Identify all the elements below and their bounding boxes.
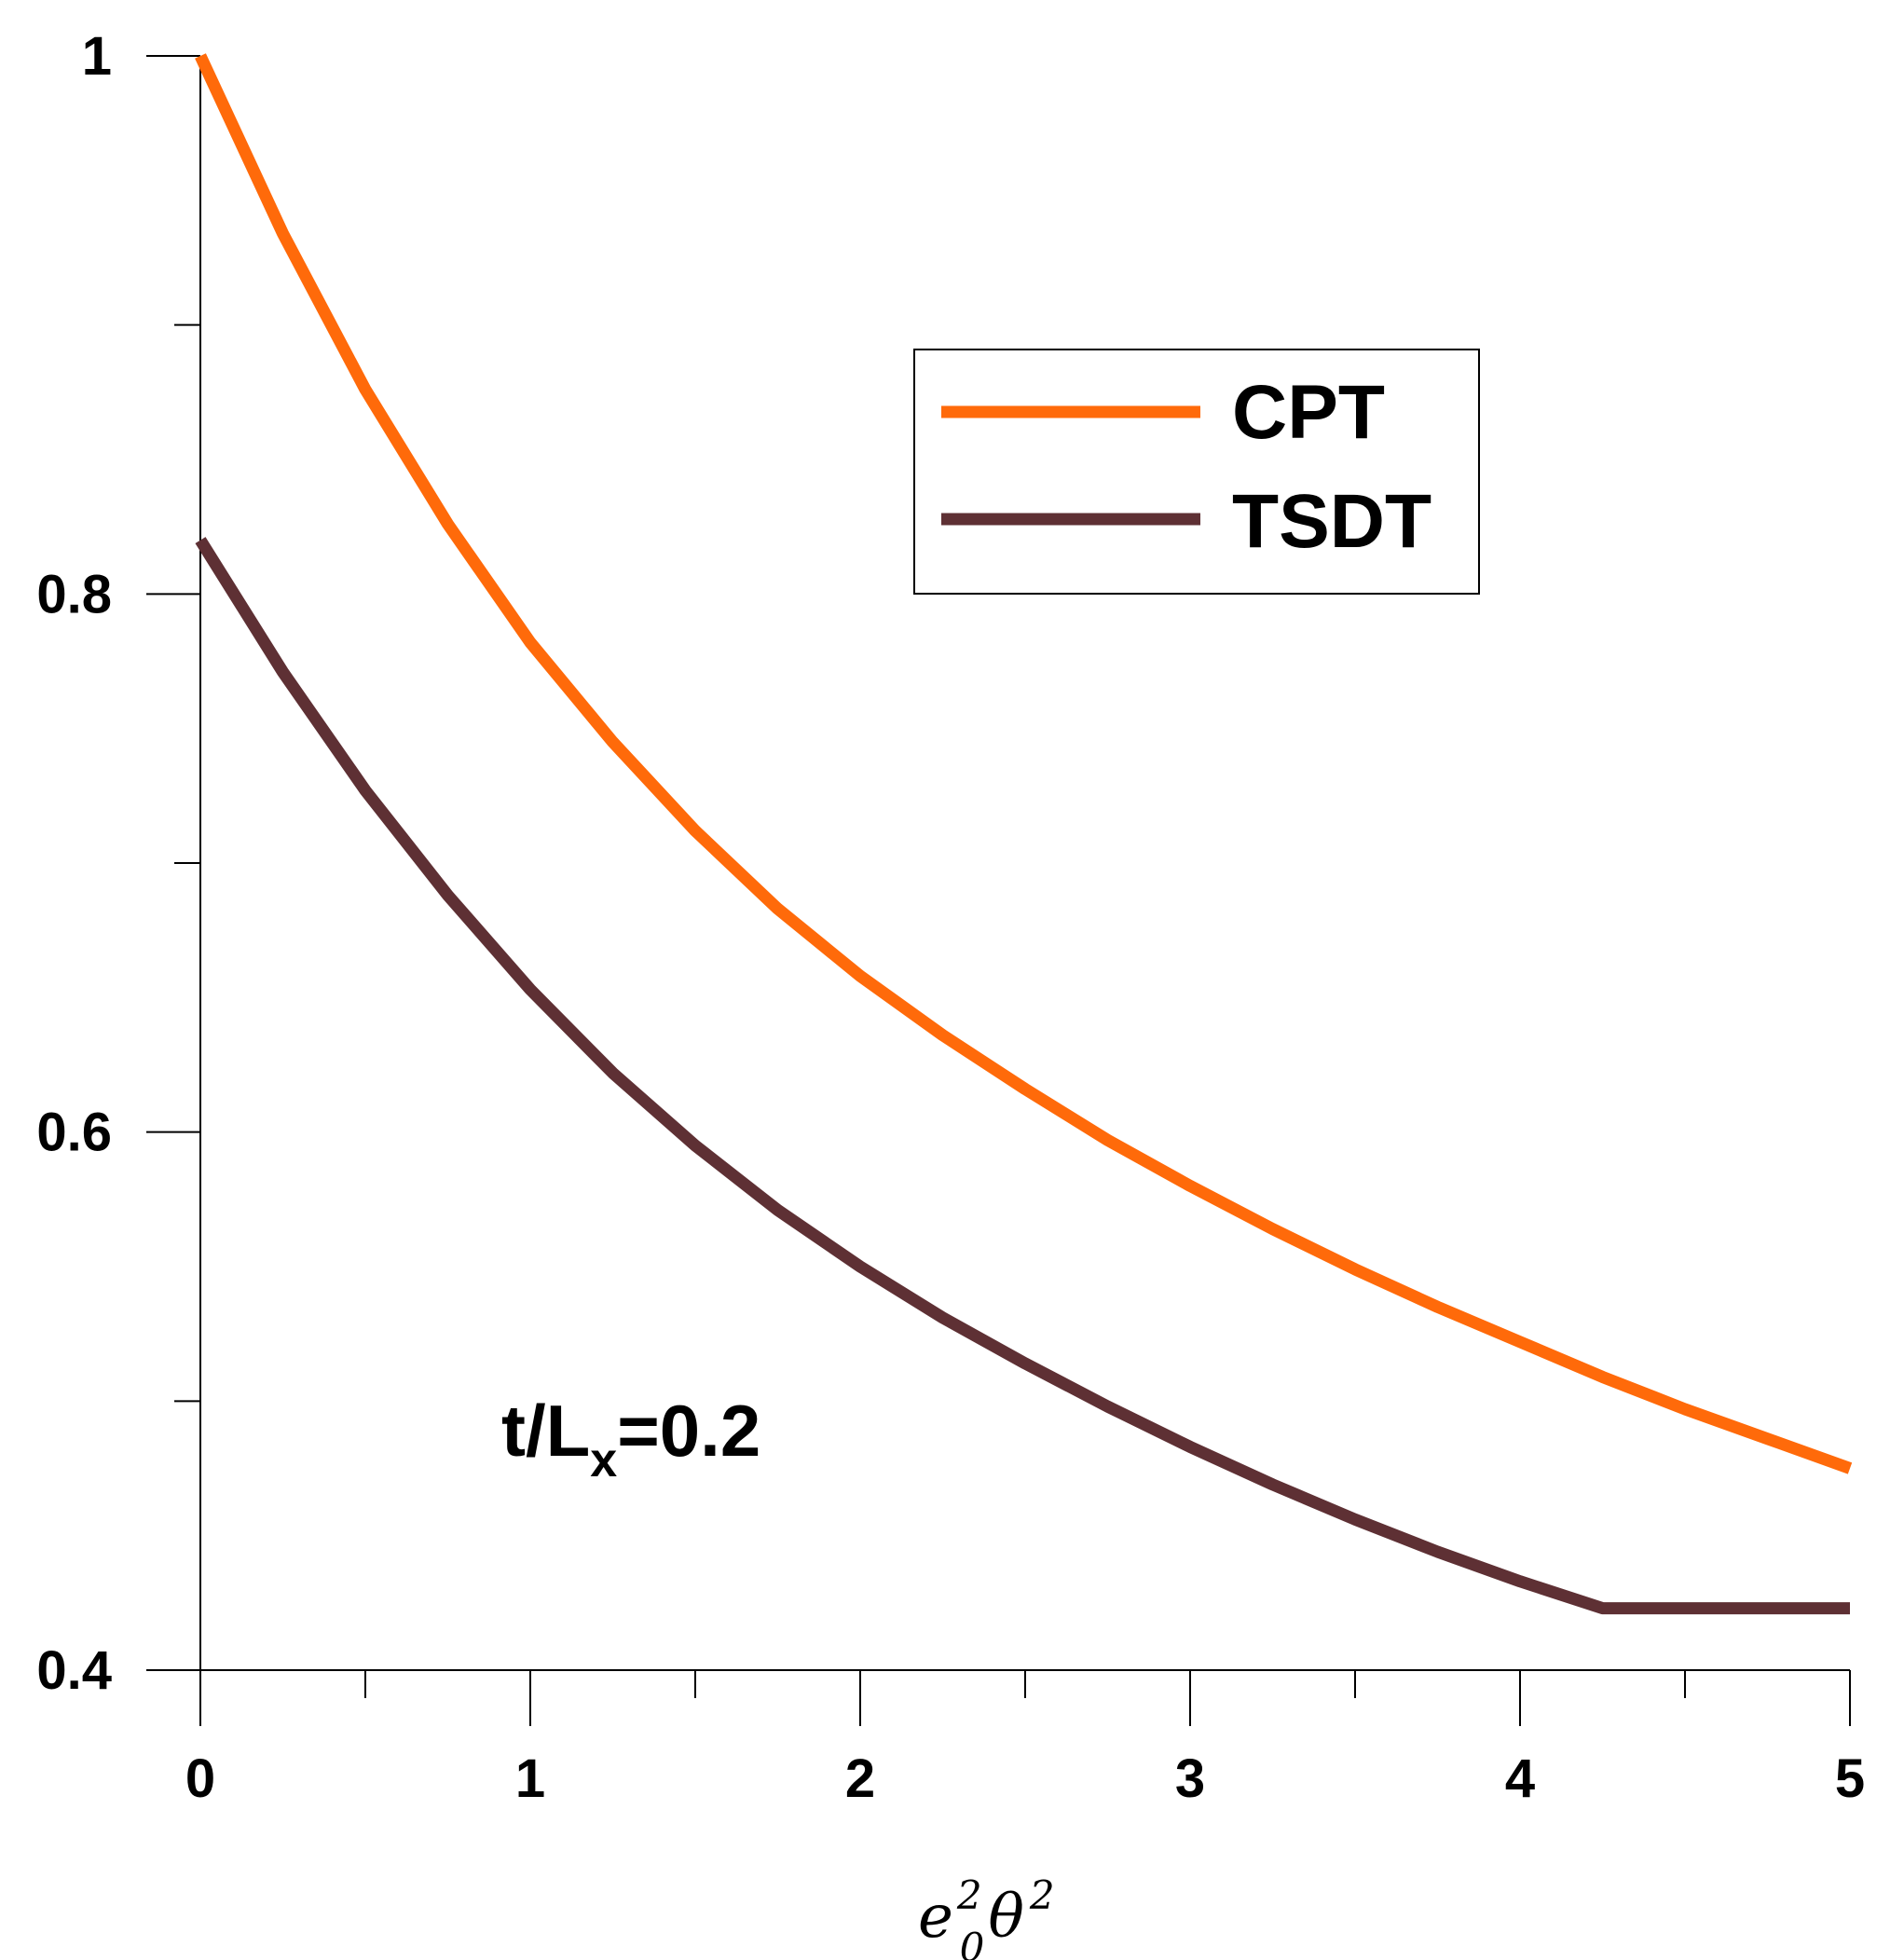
x-tick-label: 0 [185,1748,215,1809]
legend: CPT TSDT [913,349,1480,595]
legend-label-cpt: CPT [1232,370,1385,455]
axes: 0.4 0.6 0.8 1 0 1 2 3 4 5 [36,26,1865,1809]
x-tick-label: 1 [515,1748,545,1809]
series-line-cpt [195,53,1853,1474]
series-line-tsdt [195,537,1850,1615]
x-axis-label-e: e [918,1883,953,1952]
x-axis-label-theta-sup: 2 [1029,1872,1055,1918]
parameter-annotation: t/Lx=0.2 [501,1390,760,1487]
x-axis-label-theta: θ [988,1883,1024,1952]
annotation-subscript: x [590,1433,617,1487]
y-tick-label: 0.8 [36,564,112,624]
annotation-suffix: =0.2 [617,1390,760,1472]
y-tick-label: 0.6 [36,1103,112,1163]
legend-label-tsdt: TSDT [1232,479,1431,564]
legend-box [913,349,1480,595]
annotation-prefix: t/L [501,1390,590,1472]
x-axis-label-e-sub: 0 [960,1925,985,1960]
x-tick-label: 5 [1835,1748,1865,1809]
x-axis-label: e2 0θ 2 [918,1872,1055,1960]
y-tick-label: 1 [82,26,112,87]
x-tick-label: 2 [845,1748,875,1809]
y-tick-label: 0.4 [36,1640,112,1701]
x-tick-label: 4 [1505,1748,1535,1809]
series-layer [195,53,1853,1615]
x-tick-label: 3 [1175,1748,1205,1809]
x-axis-label-e-sup: 2 [956,1872,982,1918]
